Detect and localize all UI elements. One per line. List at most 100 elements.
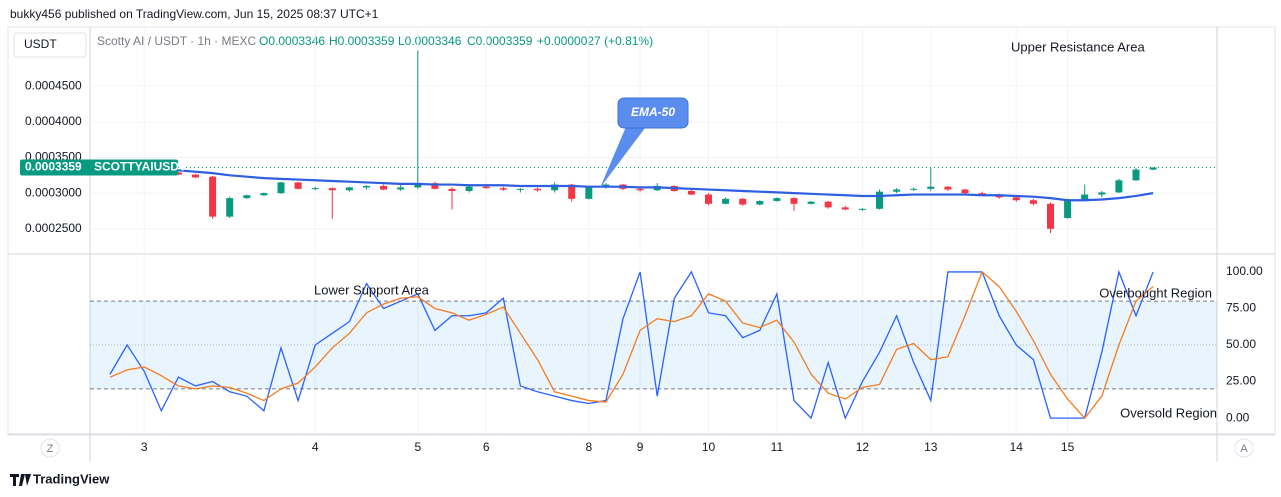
candle-body (687, 190, 695, 195)
callout-pointer (600, 122, 648, 188)
callout-label: EMA-50 (631, 105, 675, 119)
candle-body (174, 172, 182, 175)
y-tick-label: 0.0003000 (25, 185, 82, 199)
candle-body (1047, 203, 1054, 229)
candle-body (551, 184, 559, 191)
x-tick-label: 5 (414, 440, 421, 454)
y-tick-label: 50.00 (1226, 337, 1256, 351)
candle-body (294, 182, 302, 189)
candle-body (243, 195, 251, 199)
candle-body (876, 191, 883, 209)
brand: TradingView (33, 471, 110, 486)
candle-body (397, 187, 405, 190)
y-tick-label: 75.00 (1226, 301, 1256, 315)
candle-body (226, 198, 234, 217)
ohlc-low: L0.0003346 (398, 34, 462, 48)
candle-body (773, 198, 781, 201)
x-tick-label: 4 (312, 440, 319, 454)
x-tick-label: 14 (1010, 440, 1024, 454)
candle-body (790, 198, 798, 204)
candle-body (1132, 169, 1140, 181)
candle-body (1029, 200, 1037, 204)
ohlc-open: O0.0003346 (259, 34, 325, 48)
candle-body (277, 182, 285, 194)
candle-body (363, 185, 370, 188)
x-tick-label: 9 (637, 440, 644, 454)
candle-body (910, 188, 918, 190)
candle-body (328, 188, 336, 191)
symbol-label: SCOTTYAIUSDT (94, 160, 187, 174)
annotation: Upper Resistance Area (1011, 39, 1145, 54)
annotation: Lower Support Area (314, 282, 430, 297)
candle-body (824, 201, 832, 208)
candle-body (739, 198, 747, 205)
callout-box (617, 97, 689, 129)
candle-body (756, 200, 764, 205)
y-tick-label: 100.00 (1226, 264, 1263, 278)
x-tick-label: 10 (702, 440, 716, 454)
auto-label: A (1240, 443, 1248, 455)
candle-body (961, 189, 969, 194)
y-tick-label: 0.0002500 (25, 221, 82, 235)
zoom-label: Z (47, 443, 54, 455)
candle-body (585, 187, 593, 199)
candle-body (431, 183, 439, 189)
x-tick-label: 15 (1061, 440, 1075, 454)
candle-body (482, 186, 490, 189)
candle-body (1064, 200, 1072, 219)
candle-body (807, 201, 815, 204)
ohlc-change: +0.0000027 (+0.81%) (537, 34, 653, 48)
candle-body (414, 183, 422, 188)
publisher: bukky456 published on TradingView.com, J… (10, 7, 379, 21)
stoch-line (109, 270, 1154, 420)
y-tick-label: 0.0004000 (25, 114, 82, 128)
y-tick-label: 25.00 (1226, 374, 1256, 388)
candle-body (192, 174, 199, 178)
x-tick-label: 6 (483, 440, 490, 454)
candle-body (260, 193, 268, 196)
candle-body (499, 188, 507, 190)
tv-logo (10, 474, 31, 486)
candle-body (568, 184, 576, 199)
last-price-box (20, 159, 178, 176)
currency-button[interactable] (13, 32, 87, 58)
candle-body (893, 189, 901, 192)
candle-body (1115, 180, 1123, 193)
x-tick-label: 3 (141, 440, 148, 454)
candle-body (380, 185, 388, 190)
annotation: Overbought Region (1099, 285, 1212, 300)
candle-body (1081, 194, 1089, 201)
candle-body (1098, 192, 1106, 195)
symbol: Scotty AI / USDT · 1h · MEXC (97, 34, 256, 48)
last-price-label: 0.0003359 (25, 160, 82, 174)
candle-body (534, 188, 541, 191)
candle-body (927, 186, 935, 189)
candle-body (705, 194, 712, 204)
candle-body (1149, 167, 1157, 170)
ohlc-close: C0.0003359 (467, 34, 533, 48)
currency: USDT (24, 37, 57, 51)
zoom-button[interactable] (40, 438, 60, 458)
candle-body (722, 198, 730, 204)
candle-body (944, 186, 952, 190)
candle-body (841, 207, 849, 210)
x-tick-label: 13 (924, 440, 938, 454)
x-tick-label: 8 (585, 440, 592, 454)
annotation: Oversold Region (1120, 405, 1217, 420)
ema-line (109, 166, 1154, 202)
y-tick-label: 0.0004500 (25, 78, 82, 92)
auto-button[interactable] (1234, 438, 1254, 458)
candle-body (448, 188, 456, 191)
candle-body (858, 208, 866, 210)
frame (7, 26, 1276, 436)
stoch-line (109, 269, 1154, 420)
ohlc-high: H0.0003359 (329, 34, 395, 48)
candle-body (465, 186, 473, 191)
candle-body (311, 188, 319, 190)
x-tick-label: 12 (856, 440, 870, 454)
candle-body (516, 188, 524, 190)
candle-body (636, 188, 644, 191)
x-tick-label: 11 (771, 440, 784, 454)
candle-body (209, 176, 217, 217)
